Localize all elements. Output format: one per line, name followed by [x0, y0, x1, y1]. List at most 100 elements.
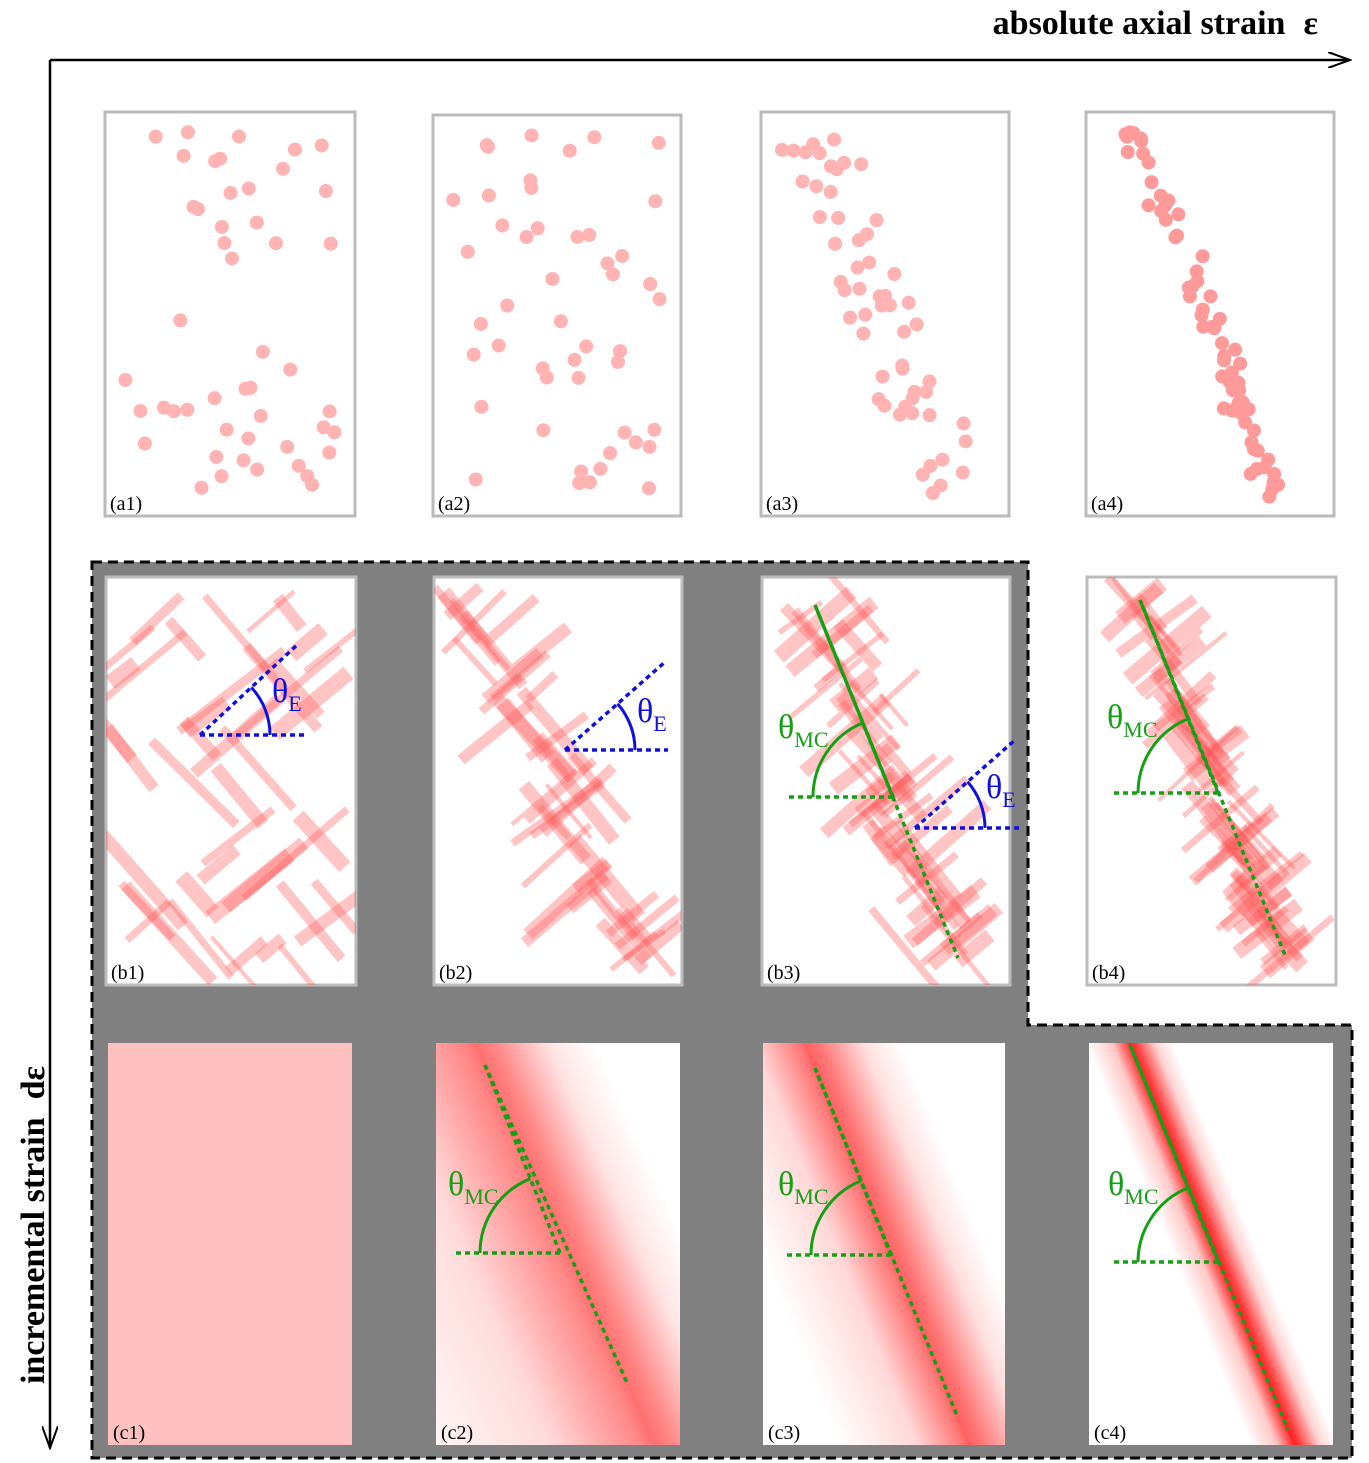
- particle: [322, 404, 337, 419]
- shear-band: [106, 624, 156, 691]
- particle: [224, 251, 239, 266]
- panel-content: [773, 577, 1003, 985]
- shear-band: [842, 773, 916, 836]
- particle: [180, 402, 195, 417]
- shear-band: [148, 737, 240, 829]
- shear-band: [202, 593, 287, 691]
- particle: [524, 128, 539, 143]
- shear-band: [537, 803, 572, 841]
- shear-band: [434, 584, 501, 666]
- shear-band: [1197, 753, 1265, 826]
- reference-line: [813, 604, 960, 959]
- shear-band: [478, 650, 551, 715]
- particle: [495, 218, 510, 233]
- panel-label: (c4): [1094, 1422, 1126, 1444]
- shear-band: [819, 764, 901, 839]
- shear-band: [529, 780, 606, 840]
- particle: [275, 161, 290, 176]
- particle: [322, 445, 337, 460]
- particle: [1154, 204, 1169, 219]
- shear-band: [286, 623, 328, 662]
- shear-band: [833, 619, 883, 672]
- shear-band: [1254, 929, 1289, 970]
- shear-band: [106, 718, 137, 763]
- shear-band: [889, 804, 953, 861]
- particle: [500, 298, 515, 313]
- particle: [919, 384, 934, 399]
- shear-band: [452, 636, 498, 686]
- particle: [1215, 336, 1230, 351]
- particle: [897, 324, 912, 339]
- particle: [774, 142, 789, 157]
- particle: [574, 464, 589, 479]
- particle: [1196, 319, 1211, 334]
- particle: [1238, 415, 1253, 430]
- particle: [571, 370, 586, 385]
- shear-band: [179, 716, 222, 762]
- shear-band: [1229, 870, 1304, 962]
- panel-background: [108, 1043, 352, 1445]
- angle-arc: [250, 686, 272, 736]
- particle: [652, 292, 667, 307]
- shear-band: [1188, 807, 1280, 886]
- particle: [831, 210, 846, 225]
- shear-band: [255, 933, 287, 964]
- shear-band: [443, 582, 484, 620]
- shear-band: [129, 592, 185, 646]
- particle: [603, 446, 618, 461]
- shear-band: [449, 598, 511, 672]
- particle: [280, 439, 295, 454]
- shear-band: [785, 596, 879, 678]
- particle: [582, 475, 597, 490]
- particle: [209, 449, 224, 464]
- shear-band: [1122, 605, 1212, 685]
- shear-band: [1221, 846, 1283, 902]
- shear-band: [1182, 725, 1250, 781]
- shear-band: [219, 725, 297, 812]
- shear-band: [906, 886, 948, 927]
- shear-band: [1180, 784, 1260, 854]
- shear-band: [878, 825, 906, 854]
- shear-band: [106, 830, 188, 931]
- particle: [836, 155, 851, 170]
- particle: [786, 143, 801, 158]
- particle: [536, 423, 551, 438]
- angle-label: θMC: [778, 709, 829, 752]
- particle: [562, 143, 577, 158]
- shear-band: [609, 930, 659, 972]
- shear-band: [489, 672, 523, 702]
- shear-band: [856, 754, 897, 800]
- shear-band: [870, 832, 911, 878]
- panel-label: (c1): [113, 1422, 145, 1444]
- shear-band: [1148, 614, 1183, 657]
- shear-band: [1198, 750, 1245, 792]
- shear-band: [890, 782, 928, 823]
- particle: [530, 221, 545, 236]
- particle: [255, 344, 270, 359]
- particle: [1266, 475, 1281, 490]
- shear-band: [826, 678, 880, 729]
- panel-background: [104, 575, 358, 987]
- angle-label: θE: [637, 693, 667, 736]
- shear-band: [221, 837, 309, 913]
- particle: [1228, 342, 1243, 357]
- panel-label: (b1): [111, 962, 144, 984]
- shear-band: [1232, 885, 1293, 936]
- particle: [827, 132, 842, 147]
- particle: [474, 399, 489, 414]
- particle: [582, 228, 597, 243]
- reference-line: [1128, 1044, 1290, 1431]
- strain-field: [763, 1043, 1005, 1445]
- particle: [1122, 125, 1137, 140]
- shear-band: [567, 752, 632, 824]
- shear-band: [621, 928, 667, 963]
- shear-band: [779, 603, 842, 668]
- shear-band: [1229, 867, 1259, 898]
- particle: [823, 159, 838, 174]
- shear-band: [880, 742, 912, 778]
- particle: [823, 184, 838, 199]
- particle: [862, 255, 877, 270]
- particle: [223, 185, 238, 200]
- particle: [207, 391, 222, 406]
- shear-band: [272, 593, 307, 632]
